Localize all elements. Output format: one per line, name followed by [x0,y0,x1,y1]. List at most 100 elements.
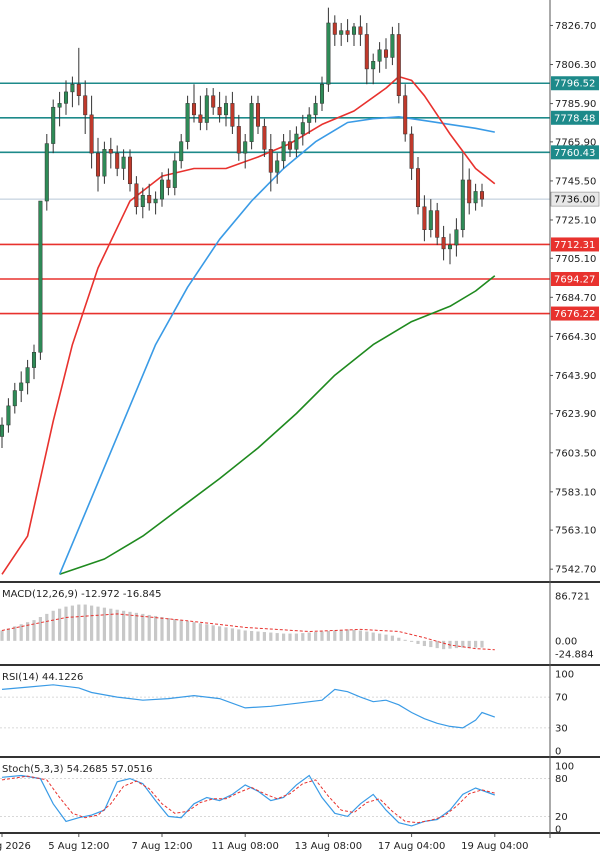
candle [127,149,133,192]
price-tick-label: 7623.90 [555,409,596,420]
macd-signal-line [1,613,495,651]
candle-body [121,156,126,169]
candle [281,134,286,169]
candle-body [108,149,113,154]
candle-body [275,160,280,173]
candle [19,371,24,403]
candle-body [409,133,414,169]
candle [25,359,30,395]
candle-body [12,390,17,407]
candle-body [403,95,408,135]
candle [140,187,145,219]
macd-tick-label: 86.721 [555,591,590,602]
candle-body [428,210,433,230]
candle-body [467,179,472,204]
candle [326,7,331,92]
candle-body [454,229,459,246]
level-tag [551,306,599,321]
candle-body [300,122,305,135]
level-tag [551,237,599,252]
candle [255,95,261,135]
candle [422,195,427,242]
candle [63,80,69,115]
candle-body [127,156,133,185]
candle-body [243,141,248,154]
level-tag [551,76,599,91]
candle [185,95,190,150]
level-tag [551,145,599,160]
candle-body [179,141,184,162]
candle-body [371,61,376,70]
candle-body [89,114,94,154]
candle-body [415,168,421,208]
macd-label: MACD(12,26,9) -12.972 -16.845 [2,589,162,600]
candle-body [281,141,286,162]
price-tick-label: 7583.10 [555,487,596,498]
candle [12,382,17,414]
price-panel: 7826.70 7806.30 7785.90 7765.90 7745.50 7725.… [0,7,600,576]
price-tick-label: 7643.90 [555,371,596,382]
candle-body [198,114,203,123]
candle [134,176,139,215]
price-tick-label: 7745.50 [555,176,596,187]
candle [108,137,113,169]
candle [198,95,203,131]
rsi-line [1,684,496,729]
candle [179,134,184,169]
candle [415,156,421,215]
candle [44,134,49,211]
candle-body [262,126,267,150]
candle [83,80,88,135]
stoch-main-line [1,774,496,827]
candle-body [134,183,139,208]
candle-body [358,26,363,35]
ma-fast-line [1,75,496,575]
candle-body [396,34,401,96]
candle-body [0,424,5,437]
candle-body [364,34,369,70]
candle [76,47,81,106]
current-price-label: 7736.00 [554,195,595,206]
candle-body [185,103,190,142]
candle-body [223,103,229,116]
candle [38,200,43,360]
price-tick-label: 7563.10 [555,526,596,537]
candle-body [102,149,107,177]
candle [115,145,120,177]
price-tick-label: 7705.10 [555,254,596,265]
macd-panel: MACD(12,26,9) -12.972 -16.845 86.721 0.00 -… [0,589,594,660]
rsi-tick-label: 30 [555,723,568,734]
candle [89,95,94,169]
level-tag [551,110,599,125]
candle-body [153,198,158,204]
candle [153,191,158,215]
candle [479,183,485,207]
candle-body [38,200,43,353]
candle [166,168,171,196]
candle-body [159,179,165,200]
candle [147,183,152,211]
candle [460,153,465,238]
candle-body [287,141,293,150]
candle [159,172,165,207]
rsi-tick-label: 70 [555,693,568,704]
candle-body [211,95,216,108]
candle [358,15,363,46]
level-tag-label: 7694.27 [554,274,595,285]
candle-body [147,195,152,204]
time-tick-label: 7 Aug 12:00 [131,841,192,852]
level-tag-label: 7760.43 [554,148,595,159]
candle-body [63,91,69,104]
candle [428,199,433,238]
candle [268,134,273,192]
candle-body [76,83,81,96]
time-tick-label: 11 Aug 08:00 [211,841,278,852]
stoch-tick-label: 100 [555,762,574,773]
candle [345,19,350,43]
candle [313,95,318,123]
candle [102,141,107,184]
level-tag-label: 7712.31 [554,240,595,251]
candle [262,118,267,157]
